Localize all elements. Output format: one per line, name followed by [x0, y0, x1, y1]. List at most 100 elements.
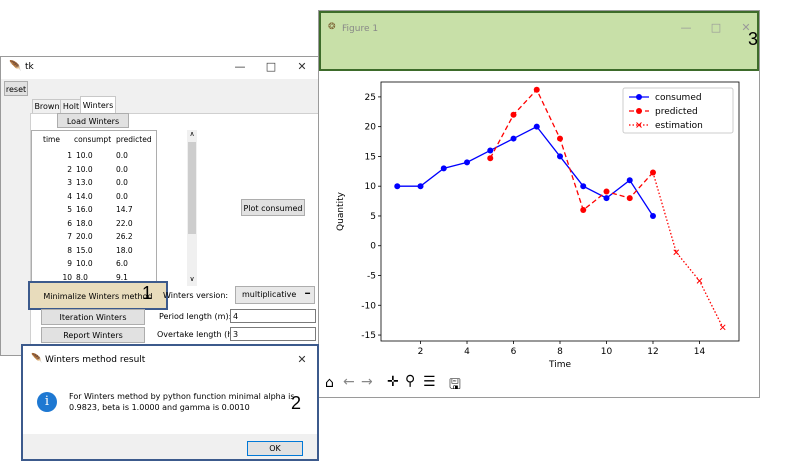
dialog-close-icon[interactable]: ✕ — [297, 353, 307, 366]
consumed-point — [417, 183, 424, 190]
winters-version-select[interactable]: multiplicative ━ — [235, 286, 315, 304]
forward-icon[interactable]: → — [361, 374, 373, 390]
x-tick-label: 8 — [557, 347, 563, 357]
iteration-winters-button[interactable]: Iteration Winters — [41, 309, 145, 325]
table-cell: 16.0 — [76, 205, 93, 214]
series-line-estimation — [652, 172, 724, 328]
period-length-input[interactable]: 4 — [230, 309, 316, 323]
consumed-point — [487, 147, 494, 154]
consumed-point — [510, 135, 517, 142]
table-cell: 6 — [67, 218, 72, 228]
listbox-scrollbar[interactable]: ∧ ∨ — [187, 130, 197, 286]
scroll-down-icon[interactable]: ∨ — [189, 275, 195, 283]
table-cell: 0.0 — [116, 191, 128, 201]
table-cell: 7 — [67, 232, 72, 241]
load-winters-data-button[interactable]: Load Winters data — [57, 113, 129, 141]
y-tick-label: 20 — [365, 123, 377, 133]
y-tick-label: 0 — [370, 242, 376, 252]
dialog-title: Winters method result — [45, 355, 146, 365]
tk-feather-icon: 🪶 — [9, 61, 22, 72]
y-tick-label: -5 — [367, 272, 376, 282]
x-tick-label: 4 — [464, 347, 470, 357]
table-cell: 26.2 — [116, 232, 133, 241]
consumed-point — [464, 159, 471, 166]
table-cell: 9 — [67, 259, 72, 268]
maximize-icon[interactable]: □ — [265, 60, 277, 73]
table-cell: 0.0 — [116, 151, 128, 160]
table-cell: 4 — [67, 191, 72, 201]
x-tick-label: 10 — [601, 347, 613, 357]
consumed-point — [394, 183, 401, 190]
consumed-point — [580, 183, 587, 190]
line-chart: 2 4 6 8 10 12 14 -15 -10 -5 0 5 10 15 20 25 Time Quantity… — [336, 81, 740, 370]
table-cell: 14.0 — [76, 191, 93, 201]
close-icon[interactable]: ✕ — [297, 60, 307, 73]
dialog-titlebar[interactable]: 🪶 Winters method result ✕ — [23, 346, 317, 374]
table-cell: 22.0 — [116, 218, 133, 228]
legend-label-predicted: predicted — [655, 107, 698, 117]
tk-window-title: tk — [25, 62, 34, 72]
consumed-point — [557, 153, 563, 160]
figure-window: ❂ Figure 1 — □ ✕ 2 4 6 8 10 12 14 -15 -10 -5 0 5 10 1… — [318, 10, 760, 398]
table-cell: 18.0 — [116, 245, 133, 255]
tk-titlebar[interactable]: 🪶 tk — □ ✕ — [1, 57, 319, 79]
minimize-icon[interactable]: — — [234, 60, 246, 73]
table-cell: 15.0 — [76, 245, 93, 255]
winters-version-value: multiplicative — [242, 290, 297, 299]
data-listbox[interactable]: time consumpt predicted 1 10.0 0.0 2 10.0 0.0… — [31, 130, 157, 288]
table-cell: 0.0 — [116, 178, 128, 187]
info-icon: i — [37, 392, 57, 412]
plot-consumed-button[interactable]: Plot consumed — [241, 199, 305, 216]
figure-minimize-icon[interactable]: — — [680, 21, 692, 34]
zoom-icon[interactable]: ⚲ — [405, 373, 416, 389]
overtake-length-label: Overtake length (h): — [157, 330, 239, 339]
y-tick-label: 10 — [365, 182, 377, 192]
series-line-consumed — [397, 125, 654, 217]
predicted-point — [580, 207, 587, 214]
figure-maximize-icon[interactable]: □ — [710, 21, 722, 34]
header-consumption: consumpt — [74, 135, 112, 144]
table-cell: 14.7 — [116, 205, 133, 214]
result-dialog: 🪶 Winters method result ✕ i For Winters … — [21, 344, 319, 461]
save-icon[interactable]: 🖫 — [449, 377, 461, 393]
overtake-length-input[interactable]: 3 — [230, 327, 316, 341]
table-cell: 10.0 — [76, 259, 93, 268]
scroll-thumb[interactable] — [188, 142, 196, 234]
x-tick-label: 14 — [694, 347, 706, 357]
figure-close-icon[interactable]: ✕ — [741, 21, 751, 34]
legend-marker-predicted — [636, 108, 642, 114]
consumed-point — [533, 123, 540, 130]
y-tick-label: 25 — [365, 93, 376, 103]
y-tick-label: 15 — [365, 152, 376, 162]
table-cell: 13.0 — [76, 178, 93, 187]
home-icon[interactable]: ⌂ — [325, 375, 334, 391]
table-cell: 5 — [67, 205, 72, 214]
legend-label-consumed: consumed — [655, 93, 702, 103]
report-winters-button[interactable]: Report Winters — [41, 327, 145, 343]
configure-icon[interactable]: ☰ — [423, 374, 436, 390]
predicted-point — [487, 155, 494, 162]
tab-winters[interactable]: Winters — [80, 96, 116, 114]
x-tick-label: 2 — [418, 347, 424, 357]
figure-titlebar[interactable]: ❂ Figure 1 — □ ✕ — [319, 11, 759, 71]
table-cell: 8 — [67, 245, 72, 255]
tab-brown[interactable]: Brown — [32, 99, 62, 114]
ok-button[interactable]: OK — [247, 441, 303, 456]
legend-marker-estimation — [636, 122, 642, 128]
annotation-2: 2 — [291, 393, 302, 413]
dropdown-icon: ━ — [305, 289, 310, 298]
table-cell: 9.1 — [116, 272, 128, 282]
legend-label-estimation: estimation — [655, 121, 703, 131]
x-tick-label: 6 — [511, 347, 517, 357]
tab-holt[interactable]: Holt — [60, 99, 82, 114]
pan-icon[interactable]: ✛ — [387, 374, 399, 390]
estimation-point — [719, 324, 726, 331]
reset-button[interactable]: reset — [4, 81, 28, 96]
consumed-point — [603, 195, 610, 202]
back-icon[interactable]: ← — [343, 374, 355, 390]
predicted-point — [557, 135, 563, 142]
table-cell: 0.0 — [116, 164, 128, 174]
table-cell: 2 — [67, 164, 72, 174]
scroll-up-icon[interactable]: ∧ — [189, 130, 195, 138]
y-tick-label: -15 — [361, 331, 376, 341]
